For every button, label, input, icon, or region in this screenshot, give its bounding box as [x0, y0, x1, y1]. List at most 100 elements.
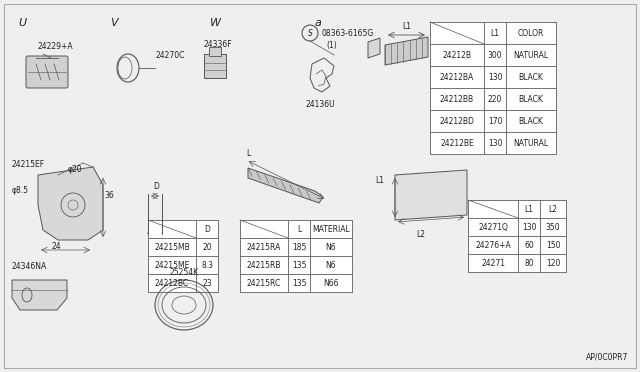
- Polygon shape: [12, 280, 67, 310]
- Bar: [484, 88, 506, 110]
- Text: 24336F: 24336F: [204, 40, 232, 49]
- Bar: [506, 66, 556, 88]
- Text: 130: 130: [522, 222, 536, 231]
- Bar: [148, 220, 196, 238]
- Text: L2: L2: [548, 205, 557, 214]
- Text: D: D: [153, 182, 159, 191]
- Bar: [148, 238, 196, 256]
- Text: D: D: [204, 224, 210, 234]
- Bar: [148, 256, 196, 274]
- Bar: [506, 44, 556, 66]
- Text: L: L: [246, 149, 250, 158]
- Bar: [430, 44, 484, 66]
- Text: 120: 120: [546, 259, 560, 267]
- Bar: [148, 220, 218, 292]
- Text: 130: 130: [488, 73, 502, 81]
- Bar: [288, 220, 310, 238]
- Bar: [196, 274, 218, 292]
- Text: 24212BC: 24212BC: [155, 279, 189, 288]
- Text: L1: L1: [490, 29, 499, 38]
- Text: 24270C: 24270C: [155, 51, 184, 60]
- Text: 24346NA: 24346NA: [12, 262, 47, 271]
- FancyBboxPatch shape: [26, 56, 68, 88]
- Bar: [430, 110, 484, 132]
- Bar: [310, 238, 352, 256]
- Bar: [540, 218, 566, 236]
- Text: AP/0C0PR7: AP/0C0PR7: [586, 353, 628, 362]
- Text: 24215MB: 24215MB: [154, 243, 190, 251]
- Text: 24212BA: 24212BA: [440, 73, 474, 81]
- Text: N6: N6: [326, 243, 336, 251]
- Text: 24212BE: 24212BE: [440, 138, 474, 148]
- Bar: [484, 66, 506, 88]
- Bar: [518, 218, 540, 236]
- Bar: [240, 256, 288, 274]
- Text: 24212BB: 24212BB: [440, 94, 474, 103]
- Text: 24229+A: 24229+A: [38, 42, 74, 51]
- Bar: [196, 256, 218, 274]
- Text: 24271: 24271: [481, 259, 505, 267]
- Bar: [430, 22, 556, 154]
- Bar: [148, 274, 196, 292]
- Text: 80: 80: [524, 259, 534, 267]
- Text: U: U: [18, 18, 26, 28]
- Text: 220: 220: [488, 94, 502, 103]
- Bar: [468, 218, 518, 236]
- Text: a: a: [315, 18, 322, 28]
- Text: V: V: [110, 18, 118, 28]
- Text: L: L: [297, 224, 301, 234]
- Bar: [288, 238, 310, 256]
- Text: N66: N66: [323, 279, 339, 288]
- Polygon shape: [395, 170, 467, 220]
- Text: L1: L1: [402, 22, 411, 31]
- Bar: [484, 110, 506, 132]
- Text: W: W: [210, 18, 221, 28]
- Bar: [484, 132, 506, 154]
- Text: 24212B: 24212B: [442, 51, 472, 60]
- Bar: [288, 274, 310, 292]
- Text: 24212BD: 24212BD: [440, 116, 474, 125]
- Bar: [468, 254, 518, 272]
- Text: 350: 350: [546, 222, 560, 231]
- Text: 36: 36: [104, 190, 114, 199]
- Bar: [506, 22, 556, 44]
- Bar: [196, 238, 218, 256]
- Text: 24215RC: 24215RC: [247, 279, 281, 288]
- Polygon shape: [248, 168, 323, 203]
- Bar: [310, 256, 352, 274]
- Text: N6: N6: [326, 260, 336, 269]
- Text: 300: 300: [488, 51, 502, 60]
- Bar: [240, 238, 288, 256]
- Bar: [240, 220, 288, 238]
- Text: 24271Q: 24271Q: [478, 222, 508, 231]
- Bar: [430, 132, 484, 154]
- Text: 60: 60: [524, 241, 534, 250]
- Bar: [240, 220, 352, 292]
- Text: BLACK: BLACK: [518, 116, 543, 125]
- Text: 150: 150: [546, 241, 560, 250]
- Bar: [518, 236, 540, 254]
- Text: 24215RB: 24215RB: [247, 260, 281, 269]
- Text: 20: 20: [202, 243, 212, 251]
- Text: 24: 24: [51, 242, 61, 251]
- Bar: [540, 236, 566, 254]
- Text: BLACK: BLACK: [518, 73, 543, 81]
- Bar: [540, 254, 566, 272]
- Text: 135: 135: [292, 279, 307, 288]
- Text: L2: L2: [417, 230, 426, 239]
- Text: S: S: [308, 29, 312, 38]
- Text: 25254K: 25254K: [170, 268, 198, 277]
- Text: 170: 170: [488, 116, 502, 125]
- Text: NATURAL: NATURAL: [513, 51, 548, 60]
- Text: MATERIAL: MATERIAL: [312, 224, 350, 234]
- Text: 24136U: 24136U: [305, 100, 335, 109]
- Bar: [430, 66, 484, 88]
- FancyBboxPatch shape: [204, 54, 226, 78]
- Bar: [430, 88, 484, 110]
- Text: BLACK: BLACK: [518, 94, 543, 103]
- Text: L1: L1: [375, 176, 384, 185]
- Bar: [240, 274, 288, 292]
- Bar: [518, 200, 540, 218]
- Bar: [310, 274, 352, 292]
- Text: 23: 23: [202, 279, 212, 288]
